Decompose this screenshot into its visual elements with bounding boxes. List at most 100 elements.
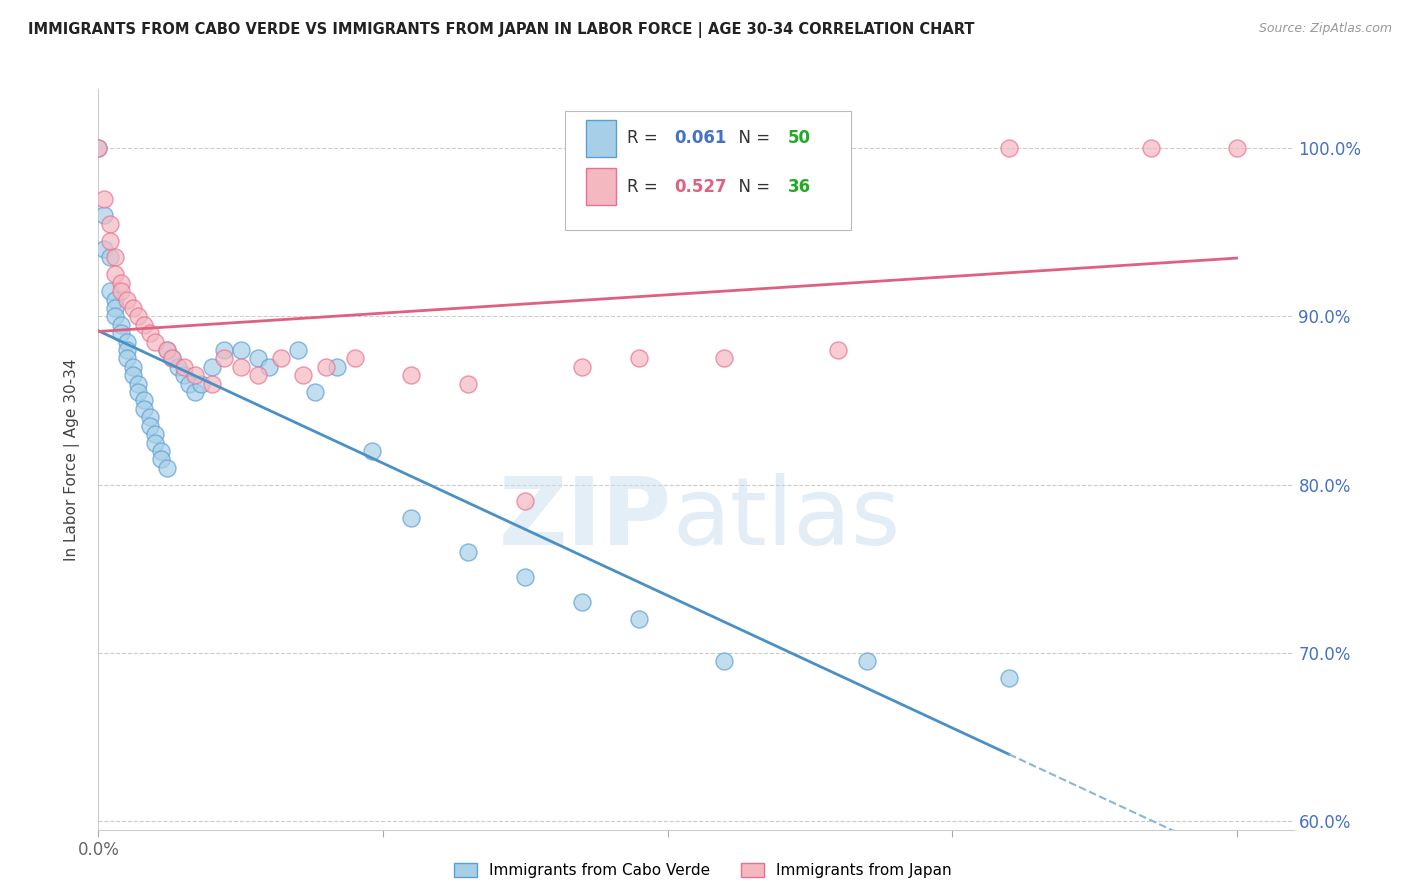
Point bbox=[179, 376, 201, 391]
Point bbox=[150, 444, 173, 458]
Point bbox=[401, 368, 423, 383]
Text: 36: 36 bbox=[787, 178, 811, 196]
Point bbox=[173, 359, 195, 374]
Point bbox=[98, 251, 121, 265]
Point bbox=[143, 435, 166, 450]
Point bbox=[132, 393, 155, 408]
Point bbox=[110, 276, 132, 290]
Point bbox=[98, 284, 121, 298]
Point bbox=[571, 359, 593, 374]
Point bbox=[156, 343, 179, 357]
Point bbox=[150, 452, 173, 467]
Point bbox=[132, 318, 155, 332]
Point bbox=[156, 460, 179, 475]
Point bbox=[143, 334, 166, 349]
Text: ZIP: ZIP bbox=[499, 473, 672, 565]
Point bbox=[190, 376, 212, 391]
Point bbox=[173, 368, 195, 383]
Point bbox=[628, 351, 651, 366]
Point bbox=[93, 208, 115, 222]
Point bbox=[515, 570, 537, 584]
Text: 50: 50 bbox=[787, 129, 811, 147]
Point bbox=[138, 418, 160, 433]
Point bbox=[110, 284, 132, 298]
Point bbox=[201, 359, 224, 374]
Point bbox=[998, 141, 1021, 155]
Point bbox=[257, 359, 280, 374]
Point bbox=[343, 351, 366, 366]
Point bbox=[110, 318, 132, 332]
Text: atlas: atlas bbox=[672, 473, 900, 565]
Point bbox=[127, 310, 149, 324]
Point bbox=[167, 359, 190, 374]
Point bbox=[292, 368, 315, 383]
Point bbox=[104, 267, 127, 281]
Point bbox=[326, 359, 349, 374]
Point bbox=[115, 334, 138, 349]
Point bbox=[121, 359, 143, 374]
Text: N =: N = bbox=[728, 178, 776, 196]
Point bbox=[855, 654, 877, 668]
Point bbox=[121, 301, 143, 315]
Point bbox=[87, 141, 110, 155]
Point bbox=[98, 234, 121, 248]
Point bbox=[713, 654, 735, 668]
Point bbox=[401, 511, 423, 525]
Point bbox=[115, 343, 138, 357]
Text: Source: ZipAtlas.com: Source: ZipAtlas.com bbox=[1258, 22, 1392, 36]
Point bbox=[184, 385, 207, 400]
FancyBboxPatch shape bbox=[565, 112, 852, 230]
Point bbox=[246, 368, 269, 383]
Point bbox=[143, 427, 166, 442]
Point bbox=[87, 141, 110, 155]
Point bbox=[998, 671, 1021, 685]
Point bbox=[457, 545, 479, 559]
FancyBboxPatch shape bbox=[586, 169, 616, 205]
Point bbox=[571, 595, 593, 609]
Point bbox=[212, 351, 235, 366]
Point bbox=[229, 343, 252, 357]
Point bbox=[104, 310, 127, 324]
Point bbox=[121, 368, 143, 383]
Text: 0.061: 0.061 bbox=[675, 129, 727, 147]
Point bbox=[1226, 141, 1249, 155]
Point bbox=[132, 401, 155, 416]
Point bbox=[287, 343, 309, 357]
Point bbox=[515, 494, 537, 508]
Point bbox=[127, 385, 149, 400]
Point bbox=[184, 368, 207, 383]
Point bbox=[104, 301, 127, 315]
Point bbox=[162, 351, 184, 366]
Point bbox=[115, 293, 138, 307]
Point bbox=[93, 242, 115, 256]
Point bbox=[115, 351, 138, 366]
Point bbox=[127, 376, 149, 391]
Point bbox=[246, 351, 269, 366]
Point bbox=[304, 385, 326, 400]
Point bbox=[628, 612, 651, 626]
Point bbox=[270, 351, 292, 366]
Point bbox=[1140, 141, 1163, 155]
Point bbox=[360, 444, 382, 458]
Point bbox=[229, 359, 252, 374]
Legend: Immigrants from Cabo Verde, Immigrants from Japan: Immigrants from Cabo Verde, Immigrants f… bbox=[449, 857, 957, 884]
Text: R =: R = bbox=[627, 178, 662, 196]
Y-axis label: In Labor Force | Age 30-34: In Labor Force | Age 30-34 bbox=[63, 358, 80, 561]
Point bbox=[93, 192, 115, 206]
Point bbox=[98, 217, 121, 231]
Point bbox=[110, 326, 132, 341]
Point bbox=[212, 343, 235, 357]
Point bbox=[156, 343, 179, 357]
Point bbox=[162, 351, 184, 366]
Text: IMMIGRANTS FROM CABO VERDE VS IMMIGRANTS FROM JAPAN IN LABOR FORCE | AGE 30-34 C: IMMIGRANTS FROM CABO VERDE VS IMMIGRANTS… bbox=[28, 22, 974, 38]
Point bbox=[138, 326, 160, 341]
Text: N =: N = bbox=[728, 129, 776, 147]
Point bbox=[713, 351, 735, 366]
Point bbox=[104, 251, 127, 265]
Point bbox=[104, 293, 127, 307]
Text: 0.527: 0.527 bbox=[675, 178, 727, 196]
Point bbox=[201, 376, 224, 391]
FancyBboxPatch shape bbox=[586, 120, 616, 157]
Point bbox=[315, 359, 337, 374]
Text: R =: R = bbox=[627, 129, 662, 147]
